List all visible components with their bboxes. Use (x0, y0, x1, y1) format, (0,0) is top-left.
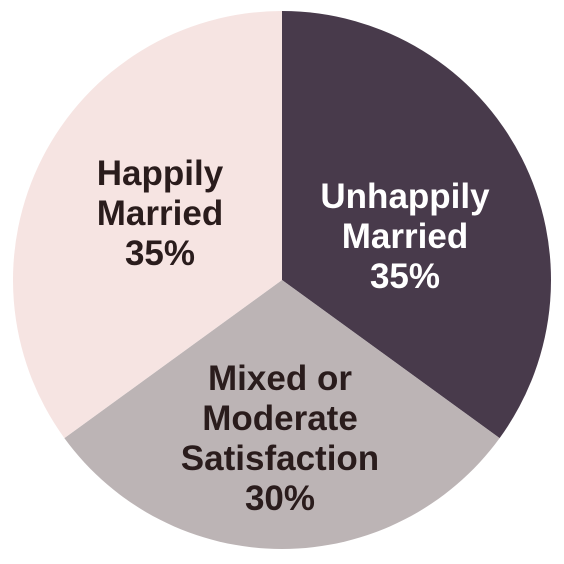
slice-label-line: Moderate (202, 399, 358, 438)
slice-value-label: 30% (245, 479, 315, 518)
labels-layer: Unhappily Married 35%Mixed or Moderate Satis… (97, 154, 490, 518)
slice-value-label: 35% (125, 234, 195, 273)
slice-label-line: Mixed or (208, 359, 352, 398)
pie-slice-0 (282, 11, 551, 439)
slice-value-label: 35% (370, 257, 440, 296)
slice-label-line: Happily (97, 154, 224, 193)
slices-layer (13, 11, 551, 549)
slice-label-0: Unhappily Married 35% (320, 177, 490, 296)
slice-label-line: Married (342, 217, 468, 256)
pie-slice-2 (13, 11, 283, 439)
slice-label-line: Married (97, 194, 223, 233)
slice-label-line: Unhappily (320, 177, 490, 216)
slice-label-2: Happily Married 35% (97, 154, 224, 273)
slice-label-1: Mixed or Moderate Satisfaction 30% (181, 359, 379, 518)
pie-slice-1 (64, 280, 500, 549)
slice-label-line: Satisfaction (181, 439, 379, 478)
